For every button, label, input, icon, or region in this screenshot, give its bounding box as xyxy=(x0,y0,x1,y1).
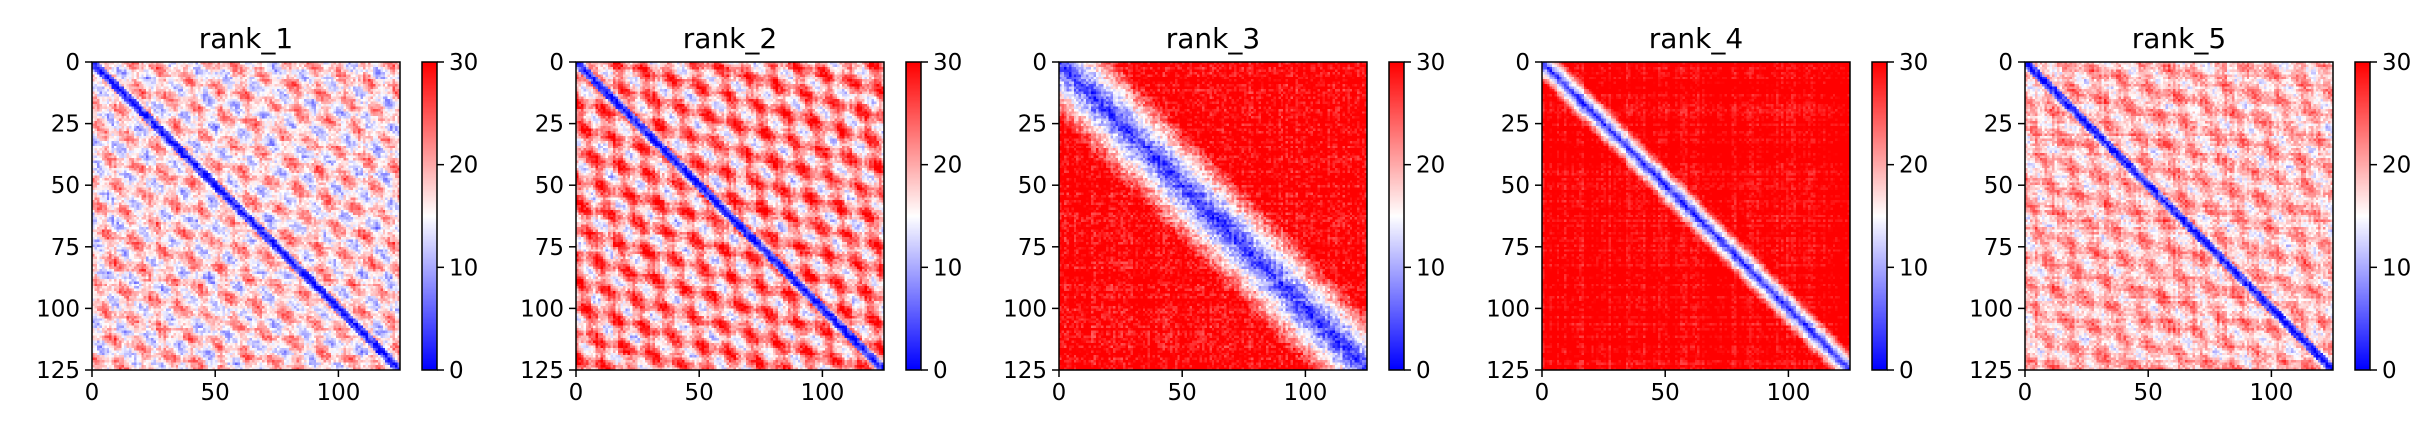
y-tick-label: 125 xyxy=(1003,358,1047,384)
colorbar-tick-label: 10 xyxy=(1416,255,1445,281)
y-tick-label: 125 xyxy=(1969,358,2013,384)
colorbar-gradient xyxy=(1872,62,1887,370)
y-tick-label: 100 xyxy=(1486,296,1530,322)
x-tick-label: 100 xyxy=(316,380,360,406)
colorbar-tick-label: 20 xyxy=(1416,153,1445,179)
y-tick-label: 25 xyxy=(535,112,564,138)
colorbar-tick-label: 0 xyxy=(1899,358,1914,384)
colorbar-frame xyxy=(905,61,922,371)
colorbar-tick-label: 10 xyxy=(933,255,962,281)
colorbar-gradient xyxy=(1389,62,1404,370)
colorbar-gradient xyxy=(2355,62,2370,370)
colorbar-frame xyxy=(2354,61,2371,371)
colorbar-tick-label: 30 xyxy=(2382,50,2411,76)
heatmap-image xyxy=(2025,62,2333,370)
colorbar-tick-label: 30 xyxy=(933,50,962,76)
panel-title: rank_2 xyxy=(683,22,777,55)
x-tick-label: 100 xyxy=(1766,380,1810,406)
colorbar-tick-label: 0 xyxy=(2382,358,2397,384)
y-tick-label: 0 xyxy=(549,50,564,76)
y-tick-label: 50 xyxy=(1018,173,1047,199)
panel-title: rank_5 xyxy=(2132,22,2226,55)
axes-frame xyxy=(575,61,885,371)
x-tick-label: 50 xyxy=(2134,380,2163,406)
colorbar-tick-label: 20 xyxy=(449,153,478,179)
y-tick-label: 25 xyxy=(1984,112,2013,138)
colorbar-tick-label: 20 xyxy=(1899,153,1928,179)
x-tick-label: 50 xyxy=(685,380,714,406)
x-tick-label: 0 xyxy=(1052,380,1067,406)
y-tick-label: 50 xyxy=(535,173,564,199)
colorbar-tick-label: 0 xyxy=(449,358,464,384)
x-tick-label: 100 xyxy=(2249,380,2293,406)
y-tick-label: 50 xyxy=(51,173,80,199)
panel-title: rank_1 xyxy=(199,22,293,55)
axes-frame xyxy=(1058,61,1368,371)
y-tick-label: 125 xyxy=(520,358,564,384)
y-tick-label: 50 xyxy=(1501,173,1530,199)
colorbar-tick-label: 10 xyxy=(449,255,478,281)
y-tick-label: 100 xyxy=(36,296,80,322)
colorbar-tick-label: 0 xyxy=(1416,358,1431,384)
colorbar-frame xyxy=(421,61,438,371)
y-tick-label: 0 xyxy=(1515,50,1530,76)
y-tick-label: 25 xyxy=(1018,112,1047,138)
heatmap-image xyxy=(1059,62,1367,370)
y-tick-label: 25 xyxy=(1501,112,1530,138)
y-tick-label: 100 xyxy=(520,296,564,322)
colorbar-frame xyxy=(1388,61,1405,371)
colorbar-tick-label: 30 xyxy=(1899,50,1928,76)
colorbar-tick-label: 0 xyxy=(933,358,948,384)
heatmap-image xyxy=(576,62,884,370)
panel-title: rank_3 xyxy=(1166,22,1260,55)
x-tick-label: 0 xyxy=(85,380,100,406)
colorbar-tick-label: 30 xyxy=(1416,50,1445,76)
colorbar-tick-label: 20 xyxy=(2382,153,2411,179)
x-tick-label: 50 xyxy=(201,380,230,406)
x-tick-label: 100 xyxy=(1283,380,1327,406)
x-tick-label: 50 xyxy=(1651,380,1680,406)
y-tick-label: 75 xyxy=(1018,235,1047,261)
colorbar-gradient xyxy=(422,62,437,370)
colorbar-tick-label: 10 xyxy=(1899,255,1928,281)
y-tick-label: 0 xyxy=(1998,50,2013,76)
x-tick-label: 50 xyxy=(1168,380,1197,406)
x-tick-label: 100 xyxy=(800,380,844,406)
colorbar-tick-label: 30 xyxy=(449,50,478,76)
axes-frame xyxy=(1541,61,1851,371)
colorbar-tick-label: 20 xyxy=(933,153,962,179)
x-tick-label: 0 xyxy=(569,380,584,406)
axes-frame xyxy=(91,61,401,371)
x-tick-label: 0 xyxy=(1535,380,1550,406)
y-tick-label: 100 xyxy=(1003,296,1047,322)
colorbar-tick-label: 10 xyxy=(2382,255,2411,281)
y-tick-label: 100 xyxy=(1969,296,2013,322)
y-tick-label: 75 xyxy=(51,235,80,261)
y-tick-label: 75 xyxy=(1501,235,1530,261)
y-tick-label: 75 xyxy=(535,235,564,261)
heatmap-image xyxy=(92,62,400,370)
heatmap-image xyxy=(1542,62,1850,370)
colorbar-gradient xyxy=(906,62,921,370)
y-tick-label: 50 xyxy=(1984,173,2013,199)
axes-frame xyxy=(2024,61,2334,371)
y-tick-label: 125 xyxy=(1486,358,1530,384)
y-tick-label: 0 xyxy=(65,50,80,76)
y-tick-label: 25 xyxy=(51,112,80,138)
y-tick-label: 75 xyxy=(1984,235,2013,261)
x-tick-label: 0 xyxy=(2018,380,2033,406)
colorbar-frame xyxy=(1871,61,1888,371)
y-tick-label: 0 xyxy=(1032,50,1047,76)
panel-title: rank_4 xyxy=(1649,22,1743,55)
y-tick-label: 125 xyxy=(36,358,80,384)
